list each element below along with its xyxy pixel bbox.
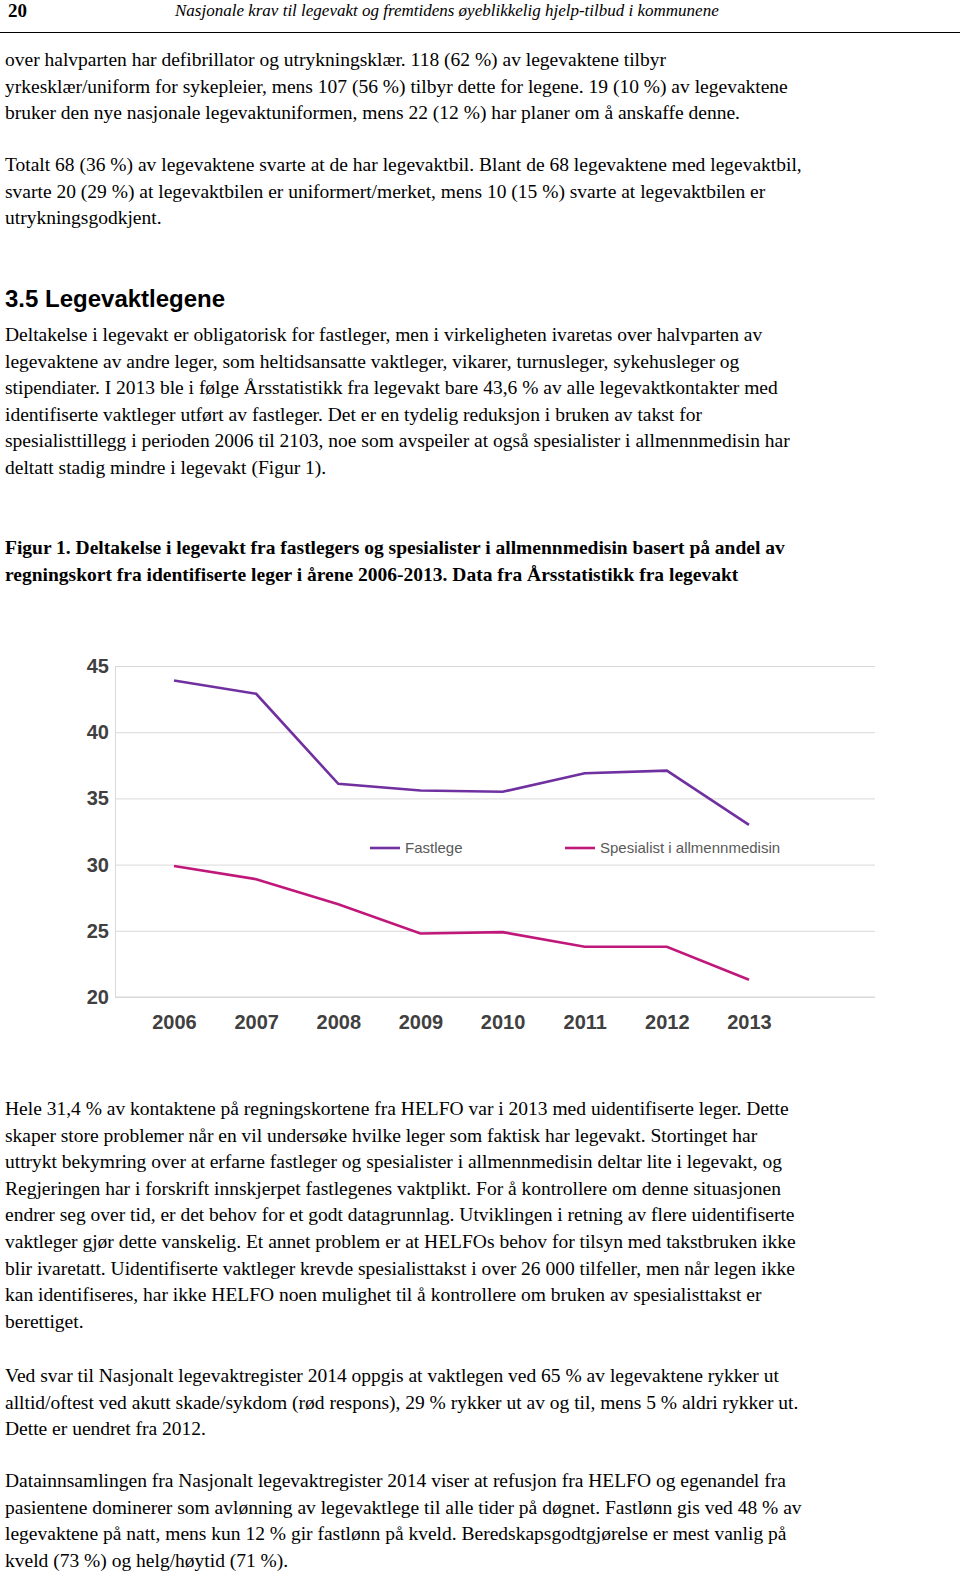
text-line: kan identifiseres, har ikke HELFO noen m… — [5, 1282, 955, 1309]
text-line: endrer seg over tid, er det behov for et… — [5, 1202, 955, 1229]
x-axis: 2006 2007 2008 2009 2010 2011 2012 2013 — [115, 997, 875, 1033]
paragraph: Ved svar til Nasjonalt legevaktregister … — [5, 1363, 955, 1443]
x-tick-label: 2010 — [481, 1011, 525, 1033]
grid-line — [115, 666, 875, 667]
x-tick-label: 2008 — [317, 1011, 362, 1033]
x-tick: 2010 — [481, 997, 525, 1033]
x-tick-label: 2011 — [564, 1011, 607, 1033]
x-tick: 2011 — [564, 997, 607, 1033]
text-line: bruker den nye nasjonale legevaktuniform… — [5, 100, 955, 127]
text-line: pasientene dominerer som avlønning av le… — [5, 1495, 955, 1522]
text-line: svarte 20 (29 %) at legevaktbilen er uni… — [5, 179, 955, 206]
x-tick-label: 2009 — [399, 1011, 444, 1033]
grid-line — [115, 798, 875, 799]
text-line: stipendiater. I 2013 ble i følge Årsstat… — [5, 375, 955, 402]
running-title: Nasjonale krav til legevakt og fremtiden… — [175, 1, 719, 21]
y-tick: 25 — [87, 920, 875, 942]
legend-item: Fastlege — [370, 839, 463, 856]
x-tick: 2007 — [234, 997, 279, 1033]
figure-caption: Figur 1. Deltakelse i legevakt fra fastl… — [5, 535, 955, 588]
text-line: deltatt stadig mindre i legevakt (Figur … — [5, 455, 955, 482]
text-line: Deltakelse i legevakt er obligatorisk fo… — [5, 322, 955, 349]
y-axis-line — [115, 667, 116, 998]
y-tick: 20 — [87, 986, 875, 1008]
x-tick-label: 2006 — [152, 1011, 197, 1033]
x-axis-line — [115, 997, 875, 998]
paragraph: Datainnsamlingen fra Nasjonalt legevaktr… — [5, 1468, 955, 1574]
legend-swatch — [370, 847, 400, 850]
plot-lines — [174, 681, 749, 980]
text-line: spesialisttillegg i perioden 2006 til 21… — [5, 428, 955, 455]
grid-line — [115, 732, 875, 733]
text-line: alltid/oftest ved akutt skade/sykdom (rø… — [5, 1390, 955, 1417]
paragraph: over halvparten har defibrillator og utr… — [5, 47, 955, 127]
x-tick: 2006 — [152, 997, 197, 1033]
text-line: regningskort fra identifiserte leger i å… — [5, 562, 955, 589]
y-axis: 20 25 30 35 40 45 — [87, 655, 875, 1008]
x-tick: 2013 — [727, 997, 772, 1033]
text-line: Figur 1. Deltakelse i legevakt fra fastl… — [5, 535, 955, 562]
text-line: legevaktene av andre leger, som heltidsa… — [5, 349, 955, 376]
x-tick: 2012 — [645, 997, 690, 1033]
page-number: 20 — [8, 0, 27, 22]
text-line: over halvparten har defibrillator og utr… — [5, 47, 955, 74]
header-rule — [0, 32, 960, 33]
series-line — [174, 681, 749, 825]
text-line: vaktleger gjør dette vanskelig. Et annet… — [5, 1229, 955, 1256]
x-tick-label: 2012 — [645, 1011, 690, 1033]
text-line: Hele 31,4 % av kontaktene på regningskor… — [5, 1096, 955, 1123]
paragraph: Hele 31,4 % av kontaktene på regningskor… — [5, 1096, 955, 1335]
y-tick: 45 — [87, 655, 875, 677]
legend-swatch — [565, 847, 595, 850]
line-chart: 20 25 30 35 40 45 2006 2007 2008 2009 2010 2011 2012… — [0, 640, 960, 1060]
legend: Fastlege Spesialist i allmennmedisin — [370, 839, 780, 856]
section-heading: 3.5 Legevaktlegene — [5, 285, 225, 313]
paragraph: Deltakelse i legevakt er obligatorisk fo… — [5, 322, 955, 482]
paragraph: Totalt 68 (36 %) av legevaktene svarte a… — [5, 152, 955, 232]
text-line: utrykningsgodkjent. — [5, 205, 955, 232]
y-tick-label: 20 — [87, 986, 109, 1008]
y-tick-label: 45 — [87, 655, 109, 677]
x-tick-label: 2013 — [727, 1011, 772, 1033]
y-tick-label: 25 — [87, 920, 109, 942]
text-line: Regjeringen har i forskrift innskjerpet … — [5, 1176, 955, 1203]
series-line — [174, 866, 749, 980]
text-line: Ved svar til Nasjonalt legevaktregister … — [5, 1363, 955, 1390]
y-tick-label: 30 — [87, 854, 109, 876]
text-line: identifiserte vaktleger utført av fastle… — [5, 402, 955, 429]
x-tick-label: 2007 — [234, 1011, 279, 1033]
text-line: blir ivaretatt. Uidentifiserte vaktleger… — [5, 1256, 955, 1283]
text-line: Dette er uendret fra 2012. — [5, 1416, 955, 1443]
y-tick-label: 35 — [87, 787, 109, 809]
legend-label: Spesialist i allmennmedisin — [600, 839, 780, 856]
text-line: yrkesklær/uniform for sykepleier, mens 1… — [5, 74, 955, 101]
grid-line — [115, 865, 875, 866]
text-line: Totalt 68 (36 %) av legevaktene svarte a… — [5, 152, 955, 179]
text-line: kveld (73 %) og helg/høytid (71 %). — [5, 1548, 955, 1575]
x-tick: 2009 — [399, 997, 444, 1033]
text-line: legevaktene på natt, mens kun 12 % gir f… — [5, 1521, 955, 1548]
text-line: uttrykt bekymring over at erfarne fastle… — [5, 1149, 955, 1176]
legend-item: Spesialist i allmennmedisin — [565, 839, 780, 856]
y-tick-label: 40 — [87, 721, 109, 743]
grid-line — [115, 997, 875, 998]
text-line: skaper store problemer når en vil unders… — [5, 1123, 955, 1150]
legend-label: Fastlege — [405, 839, 463, 856]
x-tick: 2008 — [317, 997, 362, 1033]
text-line: berettiget. — [5, 1309, 955, 1336]
y-tick: 40 — [87, 721, 875, 743]
text-line: Datainnsamlingen fra Nasjonalt legevaktr… — [5, 1468, 955, 1495]
